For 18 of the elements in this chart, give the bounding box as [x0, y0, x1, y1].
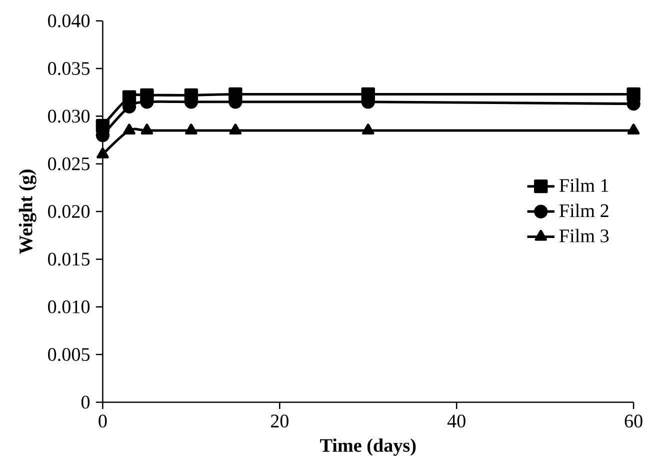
y-tick-label: 0.040	[48, 14, 90, 28]
x-tick-label: 0	[98, 414, 107, 428]
legend-label: Film 3	[559, 228, 609, 242]
y-tick-label: 0.010	[48, 300, 90, 314]
y-tick-label: 0.015	[48, 252, 90, 266]
x-tick-label: 60	[624, 414, 642, 428]
x-axis-title: Time (days)	[320, 438, 416, 456]
x-tick-label: 20	[270, 414, 288, 428]
legend-label: Film 2	[559, 204, 608, 217]
y-tick-label: 0	[81, 396, 90, 409]
y-tick-label: 0.020	[48, 204, 90, 218]
legend-label: Film 1	[559, 178, 608, 192]
y-tick-label: 0.035	[48, 62, 90, 75]
y-tick-label: 0.030	[48, 110, 90, 123]
x-tick-label: 40	[447, 414, 466, 428]
y-tick-label: 0.025	[48, 157, 90, 170]
y-tick-label: 0.005	[48, 348, 90, 361]
y-axis-title: Weight (g)	[18, 170, 36, 254]
